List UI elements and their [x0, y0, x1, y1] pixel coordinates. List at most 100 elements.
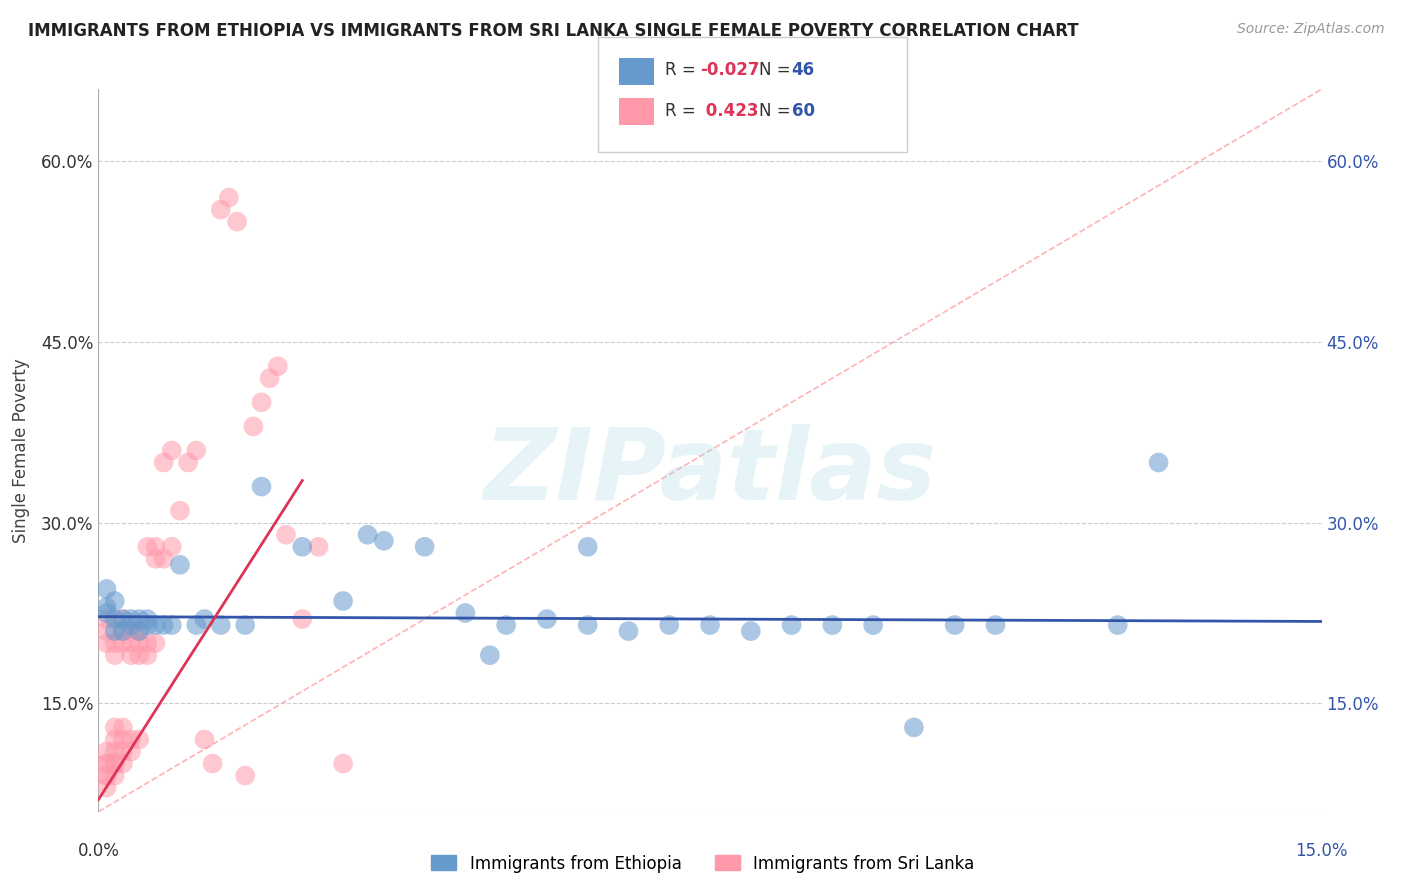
- Point: [274, 528, 297, 542]
- Text: -0.027: -0.027: [700, 61, 759, 78]
- Point: [169, 503, 191, 517]
- Point: [128, 648, 150, 662]
- Point: [821, 618, 844, 632]
- Point: [984, 618, 1007, 632]
- Point: [250, 395, 273, 409]
- Point: [699, 618, 721, 632]
- Point: [96, 606, 118, 620]
- Point: [152, 618, 174, 632]
- Point: [291, 612, 314, 626]
- Point: [373, 533, 395, 548]
- Point: [96, 612, 118, 626]
- Point: [111, 744, 134, 758]
- Point: [145, 551, 167, 566]
- Text: N =: N =: [759, 102, 796, 120]
- Point: [96, 769, 118, 783]
- Point: [193, 612, 215, 626]
- Point: [233, 618, 256, 632]
- Point: [356, 528, 378, 542]
- Point: [96, 624, 118, 639]
- Point: [145, 540, 167, 554]
- Point: [120, 744, 142, 758]
- Text: N =: N =: [759, 61, 796, 78]
- Point: [242, 419, 264, 434]
- Point: [169, 558, 191, 572]
- Point: [145, 636, 167, 650]
- Point: [104, 624, 127, 639]
- Point: [120, 636, 142, 650]
- Point: [218, 191, 240, 205]
- Point: [136, 612, 159, 626]
- Point: [128, 612, 150, 626]
- Point: [177, 456, 200, 470]
- Point: [332, 594, 354, 608]
- Point: [740, 624, 762, 639]
- Point: [1147, 456, 1170, 470]
- Point: [136, 648, 159, 662]
- Point: [104, 612, 127, 626]
- Point: [104, 756, 127, 771]
- Point: [96, 582, 118, 596]
- Point: [576, 540, 599, 554]
- Point: [120, 648, 142, 662]
- Text: 0.423: 0.423: [700, 102, 759, 120]
- Point: [120, 618, 142, 632]
- Point: [658, 618, 681, 632]
- Text: 46: 46: [792, 61, 814, 78]
- Point: [152, 551, 174, 566]
- Point: [111, 624, 134, 639]
- Point: [111, 636, 134, 650]
- Y-axis label: Single Female Poverty: Single Female Poverty: [11, 359, 30, 542]
- Point: [152, 456, 174, 470]
- Point: [186, 618, 208, 632]
- Point: [111, 612, 134, 626]
- Point: [96, 780, 118, 795]
- Point: [943, 618, 966, 632]
- Point: [308, 540, 330, 554]
- Point: [250, 480, 273, 494]
- Point: [332, 756, 354, 771]
- Point: [478, 648, 501, 662]
- Point: [267, 359, 290, 373]
- Point: [104, 756, 127, 771]
- Point: [96, 636, 118, 650]
- Point: [193, 732, 215, 747]
- Point: [120, 624, 142, 639]
- Point: [104, 594, 127, 608]
- Point: [96, 756, 118, 771]
- Text: 0.0%: 0.0%: [77, 842, 120, 860]
- Point: [104, 769, 127, 783]
- Point: [780, 618, 803, 632]
- Text: 15.0%: 15.0%: [1295, 842, 1348, 860]
- Point: [111, 732, 134, 747]
- Text: R =: R =: [665, 102, 702, 120]
- Point: [104, 721, 127, 735]
- Text: Source: ZipAtlas.com: Source: ZipAtlas.com: [1237, 22, 1385, 37]
- Point: [136, 540, 159, 554]
- Point: [536, 612, 558, 626]
- Point: [96, 744, 118, 758]
- Point: [111, 756, 134, 771]
- Point: [495, 618, 517, 632]
- Point: [111, 612, 134, 626]
- Point: [186, 443, 208, 458]
- Point: [128, 624, 150, 639]
- Point: [104, 648, 127, 662]
- Point: [862, 618, 884, 632]
- Point: [128, 624, 150, 639]
- Point: [120, 612, 142, 626]
- Point: [104, 732, 127, 747]
- Text: ZIPatlas: ZIPatlas: [484, 424, 936, 521]
- Point: [128, 732, 150, 747]
- Point: [128, 636, 150, 650]
- Point: [145, 618, 167, 632]
- Text: IMMIGRANTS FROM ETHIOPIA VS IMMIGRANTS FROM SRI LANKA SINGLE FEMALE POVERTY CORR: IMMIGRANTS FROM ETHIOPIA VS IMMIGRANTS F…: [28, 22, 1078, 40]
- Point: [136, 618, 159, 632]
- Point: [617, 624, 640, 639]
- Point: [104, 636, 127, 650]
- Point: [1107, 618, 1129, 632]
- Point: [96, 756, 118, 771]
- Point: [209, 202, 232, 217]
- Point: [576, 618, 599, 632]
- Point: [160, 540, 183, 554]
